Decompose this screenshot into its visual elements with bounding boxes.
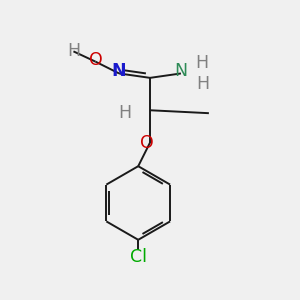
Text: H: H	[118, 104, 131, 122]
Text: O: O	[89, 51, 102, 69]
Text: H: H	[195, 54, 208, 72]
Text: N: N	[174, 62, 188, 80]
Text: N: N	[112, 62, 126, 80]
Text: O: O	[140, 134, 154, 152]
Text: H: H	[67, 42, 80, 60]
Text: H: H	[196, 75, 210, 93]
Text: Cl: Cl	[130, 248, 147, 266]
